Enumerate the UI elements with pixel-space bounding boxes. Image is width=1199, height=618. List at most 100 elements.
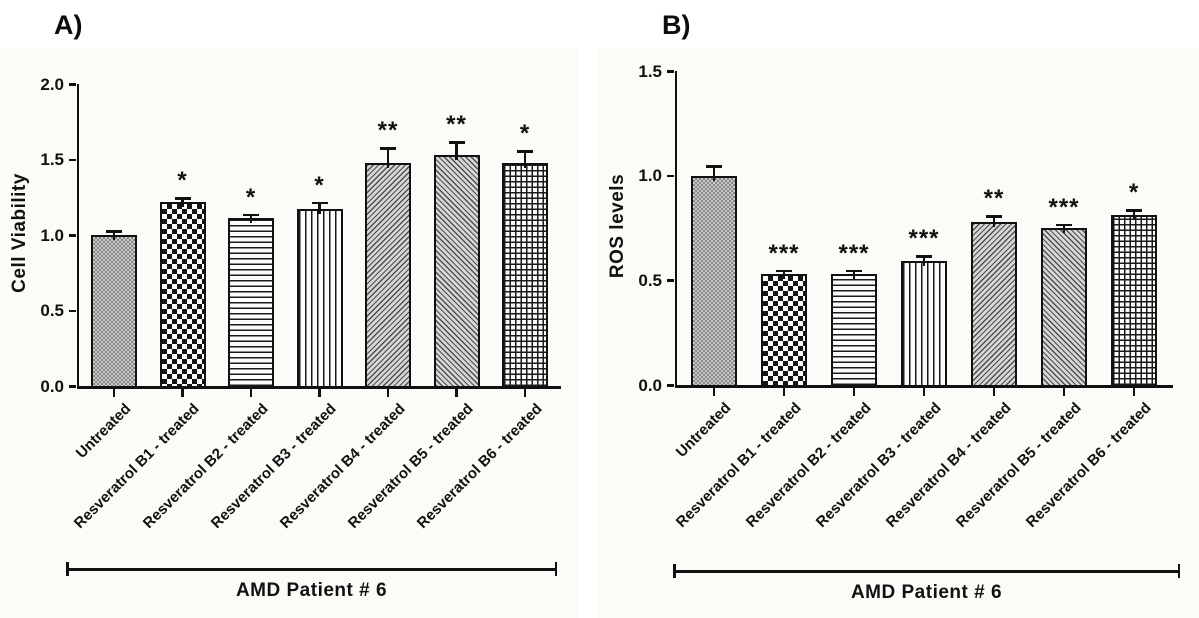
group-label: AMD Patient # 6 <box>235 580 388 601</box>
x-tick-label: Resveratrol B1 - treated <box>71 400 203 532</box>
y-tick <box>69 234 76 237</box>
significance-label: * <box>177 167 188 195</box>
error-bar-cap <box>846 269 862 273</box>
x-tick <box>318 388 321 397</box>
error-bar-line <box>992 215 996 227</box>
x-tick <box>112 388 116 397</box>
error-bar-line <box>455 141 458 160</box>
bar-resveratrol-b5-treated <box>1041 228 1087 387</box>
x-tick-label: Resveratrol B1 - treated <box>672 399 805 531</box>
significance-label: *** <box>768 239 800 267</box>
error-bar-cap <box>776 269 792 273</box>
error-bar-line <box>181 197 184 207</box>
x-tick-label: Untreated <box>672 399 735 461</box>
error-bar-cap <box>243 213 259 217</box>
y-axis-line <box>76 84 79 389</box>
error-bar-line <box>1132 209 1136 221</box>
bar-untreated <box>691 175 737 387</box>
error-bar-line <box>852 269 856 280</box>
y-tick-label: 0.5 <box>638 270 662 290</box>
error-bar-cap <box>916 255 932 258</box>
y-tick <box>69 83 76 86</box>
x-tick <box>922 387 926 396</box>
error-bar-line <box>318 201 321 215</box>
error-bar-cap <box>380 147 396 150</box>
significance-label: *** <box>1048 193 1080 221</box>
y-tick-label: 0.5 <box>40 301 64 320</box>
y-tick <box>69 309 76 312</box>
y-tick <box>667 279 674 282</box>
y-tick-label: 2.0 <box>40 74 64 94</box>
significance-label: * <box>519 120 531 148</box>
bar-resveratrol-b6-treated <box>1111 215 1157 387</box>
y-tick <box>667 384 674 387</box>
group-bracket-right-end <box>554 562 557 576</box>
panel-a-cell-viability-chart: Cell Viability 0.0 0.5 1.0 1.5 2.0 Untreated * R… <box>0 48 578 618</box>
error-bar-line <box>386 147 390 168</box>
error-bar-line <box>782 269 786 280</box>
group-bracket-right-end <box>1177 564 1180 578</box>
bar-untreated <box>91 235 137 388</box>
significance-label: * <box>1128 179 1140 207</box>
x-tick-label: Resveratrol B4 - treated <box>882 399 1015 531</box>
bar-resveratrol-b4-treated <box>971 221 1017 387</box>
error-bar-cap <box>311 201 328 205</box>
y-tick-label: 1.0 <box>638 166 662 186</box>
y-tick-label: 0.0 <box>638 375 662 395</box>
x-tick <box>386 388 390 397</box>
x-tick-label: Resveratrol B2 - treated <box>139 400 272 532</box>
error-bar-cap <box>986 215 1002 218</box>
bar-resveratrol-b5-treated <box>433 154 480 388</box>
significance-label: *** <box>838 239 870 267</box>
group-bracket-left-end <box>673 564 676 578</box>
error-bar-line <box>249 213 253 224</box>
bar-resveratrol-b1-treated <box>761 274 807 387</box>
error-bar-cap <box>517 150 533 153</box>
x-tick <box>852 387 856 396</box>
x-tick <box>455 388 458 397</box>
x-tick-label: Resveratrol B4 - treated <box>276 400 409 532</box>
x-tick-label: Resveratrol B5 - treated <box>952 399 1085 531</box>
bar-resveratrol-b1-treated <box>159 201 206 388</box>
error-bar-line <box>922 255 926 267</box>
error-bar-cap <box>448 141 465 144</box>
significance-label: * <box>245 183 257 211</box>
bar-resveratrol-b3-treated <box>901 261 947 387</box>
bar-resveratrol-b2-treated <box>228 218 274 388</box>
x-tick <box>712 387 716 396</box>
panel-b-label: B) <box>662 10 691 40</box>
x-tick <box>992 387 996 396</box>
significance-label: ** <box>983 185 1005 213</box>
x-tick <box>249 388 253 397</box>
x-tick-label: Resveratrol B6 - treated <box>1022 399 1155 531</box>
y-tick-label: 0.0 <box>40 376 64 396</box>
error-bar-line <box>112 230 116 240</box>
y-tick <box>69 158 76 161</box>
error-bar-cap <box>706 165 722 168</box>
x-tick <box>523 388 527 397</box>
significance-label: * <box>314 171 325 199</box>
x-tick-label: Resveratrol B6 - treated <box>413 400 546 532</box>
x-tick <box>782 387 786 396</box>
x-tick <box>1132 387 1136 396</box>
y-tick <box>69 385 76 388</box>
panel-a-label: A) <box>54 10 83 40</box>
y-axis-title: ROS levels <box>607 173 628 279</box>
y-tick-label: 1.5 <box>638 61 662 81</box>
significance-label: *** <box>908 225 940 253</box>
x-tick-label: Resveratrol B2 - treated <box>742 399 875 531</box>
y-axis-line <box>674 71 677 388</box>
y-tick <box>667 174 674 178</box>
bar-resveratrol-b2-treated <box>831 274 877 387</box>
y-tick-label: 1.5 <box>40 150 64 169</box>
group-bracket-left-end <box>66 562 69 576</box>
group-bracket <box>673 570 1180 573</box>
error-bar-line <box>523 150 527 168</box>
error-bar-cap <box>1056 223 1072 227</box>
group-label: AMD Patient # 6 <box>850 582 1003 603</box>
x-tick-label: Resveratrol B3 - treated <box>208 400 340 532</box>
bar-resveratrol-b4-treated <box>365 162 411 388</box>
bar-resveratrol-b3-treated <box>296 209 343 388</box>
error-bar-line <box>1062 223 1066 233</box>
x-tick-label: Resveratrol B3 - treated <box>812 399 945 531</box>
